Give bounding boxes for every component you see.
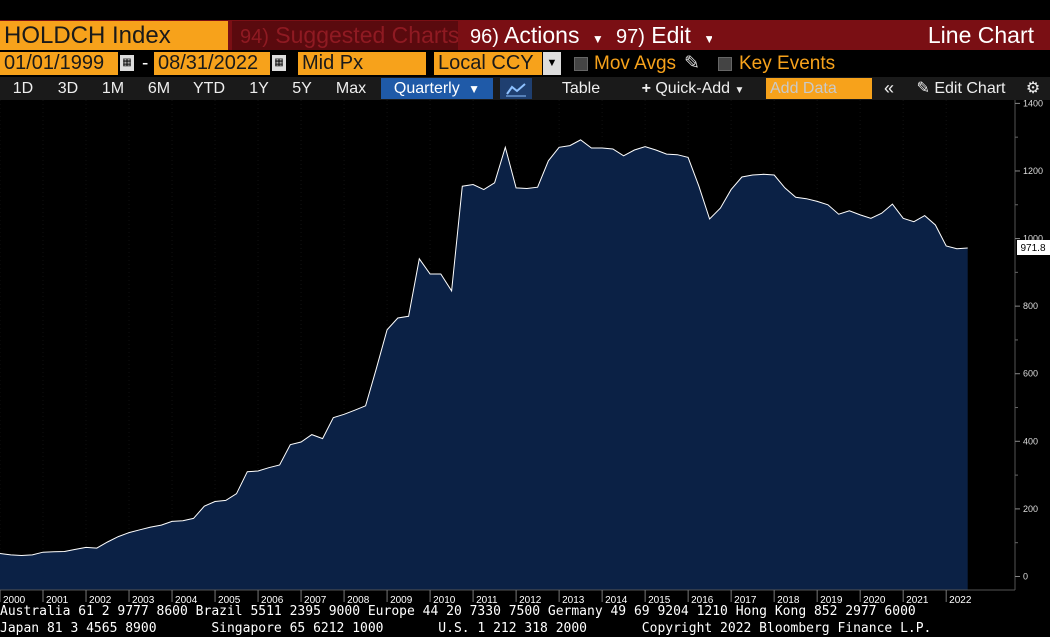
edit-menu[interactable]: 97) Edit ▼: [608, 21, 712, 50]
footer-contacts-line2: Japan 81 3 4565 8900 Singapore 65 6212 1…: [0, 621, 932, 636]
y-tick-label: 1400: [1023, 100, 1043, 108]
y-tick-label: 1200: [1023, 166, 1043, 176]
quick-add-label: Quick-Add: [655, 80, 731, 97]
y-tick-label: 400: [1023, 436, 1038, 446]
key-events-label: Key Events: [739, 53, 836, 74]
key-events-checkbox[interactable]: [718, 57, 732, 71]
edit-chart-pencil-icon: ✎: [916, 80, 930, 97]
plus-icon: +: [641, 80, 651, 97]
range-3d-button[interactable]: 3D: [57, 80, 79, 97]
x-tick-label: 2016: [691, 595, 714, 606]
edit-label: Edit: [651, 22, 691, 48]
y-tick-label: 0: [1023, 571, 1028, 581]
line-chart-icon[interactable]: [500, 78, 532, 99]
x-tick-label: 2017: [734, 595, 757, 606]
edit-chart-label: Edit Chart: [934, 80, 1006, 97]
range-5y-button[interactable]: 5Y: [292, 80, 312, 97]
pencil-icon[interactable]: ✎: [684, 53, 700, 74]
last-value-badge: 971.8: [1017, 240, 1050, 255]
ticker-field[interactable]: HOLDCH Index: [0, 21, 228, 50]
x-tick-label: 2020: [863, 595, 886, 606]
range-ytd-button[interactable]: YTD: [193, 80, 225, 97]
x-tick-label: 2021: [906, 595, 929, 606]
y-tick-label: 800: [1023, 301, 1038, 311]
table-button[interactable]: Table: [561, 80, 601, 97]
x-tick-label: 2005: [218, 595, 241, 606]
actions-number: 96): [470, 26, 499, 48]
x-tick-label: 2014: [605, 595, 628, 606]
y-tick-label: 200: [1023, 504, 1038, 514]
x-tick-label: 2022: [949, 595, 972, 606]
price-area: [0, 139, 968, 590]
price-line: [0, 139, 968, 557]
x-tick-label: 2010: [433, 595, 456, 606]
currency-dropdown-icon[interactable]: ▼: [543, 52, 561, 75]
x-tick-label: 2007: [304, 595, 327, 606]
end-calendar-icon[interactable]: ▦: [272, 55, 286, 71]
y-axis: 0 200 400 600 800 1000 1200 1400: [1014, 100, 1043, 590]
suggested-charts-number: 94): [240, 26, 269, 48]
x-tick-label: 2015: [648, 595, 671, 606]
mov-avgs-label: Mov Avgs: [594, 53, 677, 74]
x-tick-label: 2002: [89, 595, 112, 606]
edit-dropdown-icon: ▼: [703, 32, 712, 46]
x-tick-label: 2018: [777, 595, 800, 606]
date-separator: -: [142, 53, 149, 74]
collapse-icon[interactable]: «: [883, 78, 894, 98]
range-6m-button[interactable]: 6M: [147, 80, 171, 97]
y-tick-label: 600: [1023, 369, 1038, 379]
period-dropdown-icon: ▼: [468, 82, 481, 96]
mov-avgs-checkbox[interactable]: [574, 57, 588, 71]
x-tick-label: 2004: [175, 595, 198, 606]
range-max-button[interactable]: Max: [335, 80, 367, 97]
x-tick-label: 2001: [46, 595, 69, 606]
currency-select[interactable]: Local CCY: [434, 52, 542, 75]
chart-type-title: Line Chart: [927, 22, 1034, 48]
suggested-charts-label: Suggested Charts: [275, 22, 458, 48]
x-tick-label: 2006: [261, 595, 284, 606]
period-label: Quarterly: [393, 80, 460, 97]
add-data-input[interactable]: Add Data: [766, 78, 872, 99]
actions-menu[interactable]: 96) Actions ▼: [462, 21, 604, 50]
range-1m-button[interactable]: 1M: [101, 80, 125, 97]
suggested-charts-menu[interactable]: 94) Suggested Charts: [232, 21, 458, 50]
y-tick-label: 1000: [1023, 234, 1043, 244]
range-1y-button[interactable]: 1Y: [249, 80, 269, 97]
gear-icon[interactable]: ⚙: [1025, 80, 1041, 97]
x-tick-label: 2003: [132, 595, 155, 606]
x-tick-label: 2011: [476, 595, 498, 606]
actions-dropdown-icon: ▼: [591, 32, 604, 46]
x-tick-label: 2009: [390, 595, 413, 606]
range-1d-button[interactable]: 1D: [12, 80, 34, 97]
field-input[interactable]: Mid Px: [298, 52, 426, 75]
x-tick-label: 2013: [562, 595, 585, 606]
actions-label: Actions: [504, 22, 580, 48]
edit-chart-button[interactable]: ✎ Edit Chart: [906, 78, 1016, 99]
quick-add-button[interactable]: + Quick-Add ▼: [628, 78, 758, 99]
x-tick-label: 2012: [519, 595, 542, 606]
x-axis: 2000 2001 2002 2003 2004 2005 2006 2007 2008 2009…: [0, 589, 1015, 606]
end-date-input[interactable]: 08/31/2022: [154, 52, 270, 75]
last-value-label: 971.8: [1020, 243, 1045, 254]
x-tick-label: 2019: [820, 595, 843, 606]
x-tick-label: 2000: [3, 595, 26, 606]
start-calendar-icon[interactable]: ▦: [120, 55, 134, 71]
footer-contacts-line1: Australia 61 2 9777 8600 Brazil 5511 239…: [0, 604, 916, 619]
period-select[interactable]: Quarterly ▼: [381, 78, 493, 99]
start-date-input[interactable]: 01/01/1999: [0, 52, 118, 75]
quick-add-dropdown-icon: ▼: [734, 85, 745, 96]
last-value-badge-bg: [1017, 240, 1050, 255]
x-tick-label: 2008: [347, 595, 370, 606]
edit-number: 97): [616, 26, 645, 48]
